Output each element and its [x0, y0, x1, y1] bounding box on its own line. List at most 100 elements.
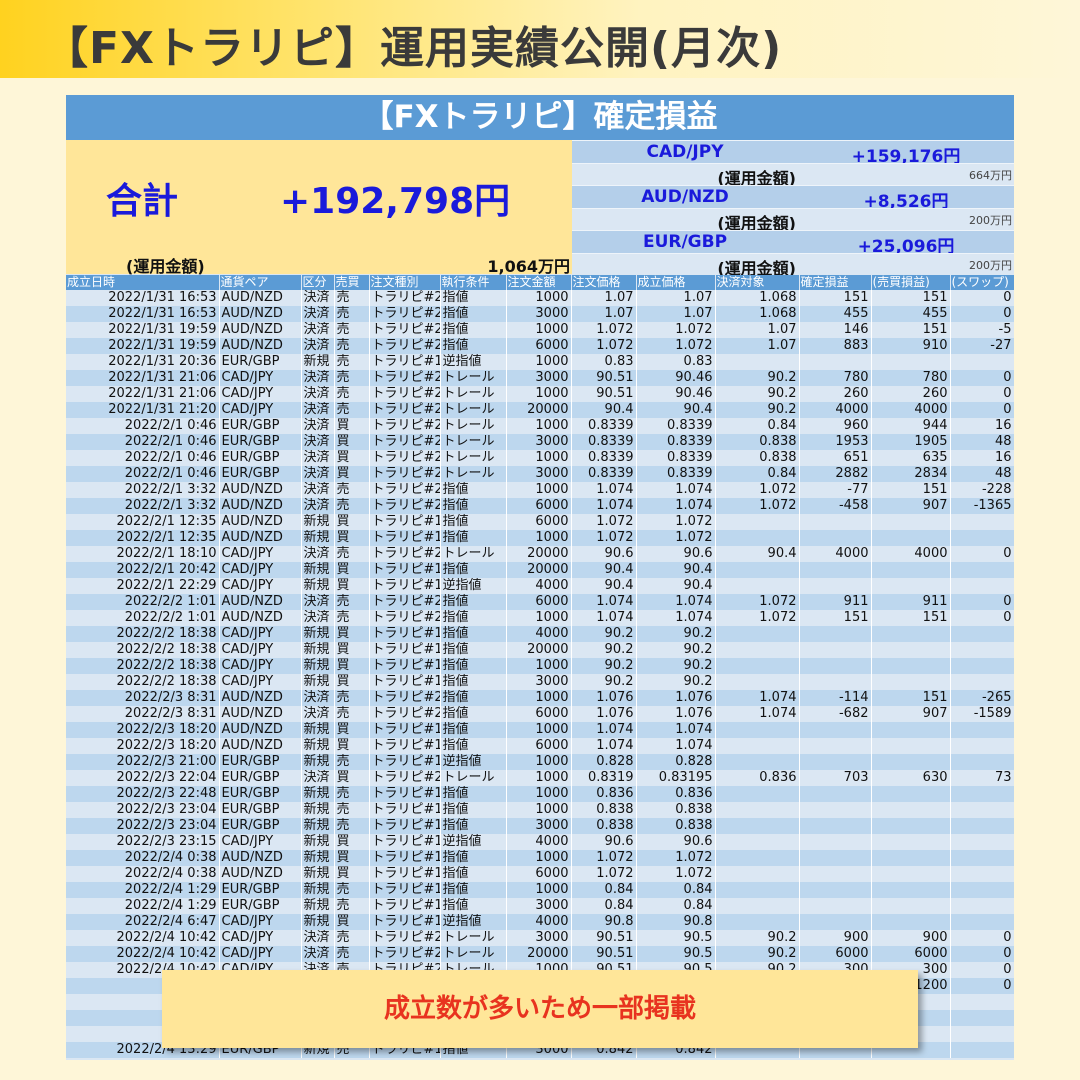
- table-cell: -1365: [950, 498, 1014, 514]
- table-cell: 決済: [301, 290, 335, 306]
- table-cell: 2022/1/31 21:06: [66, 370, 220, 386]
- table-cell: 売: [334, 818, 370, 834]
- table-cell: [950, 786, 1014, 802]
- table-cell: 指値: [440, 850, 507, 866]
- table-cell: [799, 530, 872, 546]
- table-cell: -27: [950, 338, 1014, 354]
- pair-row-eurgbp: EUR/GBP +25,096円: [572, 230, 1014, 257]
- table-cell: 0.838: [571, 802, 637, 818]
- column-header: 成立価格: [636, 275, 716, 290]
- table-cell: CAD/JPY: [219, 914, 302, 930]
- table-cell: [715, 850, 800, 866]
- table-cell: 買: [334, 626, 370, 642]
- table-cell: 決済: [301, 418, 335, 434]
- table-cell: トラリピ#2: [369, 466, 441, 482]
- table-cell: 20000: [506, 546, 572, 562]
- column-header: (売買損益): [871, 275, 951, 290]
- table-cell: トラリピ#1: [369, 562, 441, 578]
- table-cell: 指値: [440, 562, 507, 578]
- table-cell: トラリピ#2: [369, 594, 441, 610]
- table-cell: [715, 786, 800, 802]
- table-cell: トラリピ#2: [369, 418, 441, 434]
- table-cell: [871, 626, 951, 642]
- table-cell: 1000: [506, 530, 572, 546]
- table-cell: 決済: [301, 466, 335, 482]
- table-cell: 指値: [440, 530, 507, 546]
- table-cell: -228: [950, 482, 1014, 498]
- table-cell: 2022/2/3 8:31: [66, 706, 220, 722]
- table-cell: AUD/NZD: [219, 306, 302, 322]
- table-cell: 新規: [301, 626, 335, 642]
- table-cell: [871, 850, 951, 866]
- table-cell: -265: [950, 690, 1014, 706]
- table-cell: 0.838: [715, 450, 800, 466]
- table-cell: [715, 658, 800, 674]
- table-cell: 3000: [506, 674, 572, 690]
- table-cell: 買: [334, 770, 370, 786]
- table-cell: AUD/NZD: [219, 866, 302, 882]
- table-cell: 0: [950, 962, 1014, 978]
- table-cell: 売: [334, 322, 370, 338]
- table-cell: CAD/JPY: [219, 626, 302, 642]
- table-cell: トレール: [440, 418, 507, 434]
- table-cell: 1000: [506, 386, 572, 402]
- table-cell: [715, 914, 800, 930]
- table-cell: 1.07: [571, 306, 637, 322]
- table-cell: 0: [950, 402, 1014, 418]
- table-cell: 0.8319: [571, 770, 637, 786]
- spreadsheet: 【FXトラリピ】確定損益 合計 +192,798円 (運用金額) 1,064万円…: [66, 95, 1014, 1060]
- table-cell: 売: [334, 498, 370, 514]
- table-cell: 90.6: [636, 834, 716, 850]
- table-cell: 1.072: [571, 514, 637, 530]
- table-cell: 90.8: [636, 914, 716, 930]
- table-cell: 2022/2/3 8:31: [66, 690, 220, 706]
- table-cell: 0.83195: [636, 770, 716, 786]
- table-cell: 指値: [440, 322, 507, 338]
- table-row: 2022/2/2 18:38 CAD/JPY 新規買トラリピ#1 指値 3000 90.2…: [66, 674, 1014, 690]
- table-cell: 決済: [301, 546, 335, 562]
- table-cell: 2022/2/1 3:32: [66, 498, 220, 514]
- table-cell: 944: [871, 418, 951, 434]
- table-cell: 売: [334, 594, 370, 610]
- table-cell: [950, 754, 1014, 770]
- table-cell: トラリピ#2: [369, 610, 441, 626]
- table-cell: 売: [334, 690, 370, 706]
- table-cell: 新規: [301, 738, 335, 754]
- table-cell: 1.074: [571, 594, 637, 610]
- table-cell: [799, 818, 872, 834]
- table-cell: [715, 354, 800, 370]
- table-cell: 4000: [506, 914, 572, 930]
- table-cell: 16: [950, 450, 1014, 466]
- table-cell: [950, 802, 1014, 818]
- table-cell: [799, 850, 872, 866]
- table-cell: CAD/JPY: [219, 562, 302, 578]
- table-cell: 1.072: [636, 530, 716, 546]
- table-row: 2022/1/31 19:59 AUD/NZD 決済売トラリピ#2 指値 6000 1.0…: [66, 338, 1014, 354]
- table-cell: 2022/2/1 12:35: [66, 530, 220, 546]
- table-cell: 指値: [440, 866, 507, 882]
- table-cell: [871, 514, 951, 530]
- table-cell: 0.8339: [571, 450, 637, 466]
- table-cell: EUR/GBP: [219, 818, 302, 834]
- table-cell: [715, 866, 800, 882]
- total-value: +192,798円: [280, 181, 511, 222]
- table-cell: 2022/2/1 0:46: [66, 418, 220, 434]
- table-cell: CAD/JPY: [219, 386, 302, 402]
- table-cell: 0: [950, 946, 1014, 962]
- table-cell: 2834: [871, 466, 951, 482]
- table-cell: 48: [950, 466, 1014, 482]
- table-cell: -458: [799, 498, 872, 514]
- table-cell: 0.8339: [571, 466, 637, 482]
- table-row: 2022/1/31 16:53 AUD/NZD 決済売トラリピ#2 指値 3000 1.0…: [66, 306, 1014, 322]
- table-cell: 1000: [506, 754, 572, 770]
- table-cell: 買: [334, 642, 370, 658]
- table-cell: 1000: [506, 354, 572, 370]
- table-cell: 0.84: [571, 882, 637, 898]
- table-cell: 決済: [301, 770, 335, 786]
- table-cell: 1.07: [571, 290, 637, 306]
- pair-capital-label: (運用金額): [717, 169, 796, 188]
- table-cell: 2022/2/2 18:38: [66, 626, 220, 642]
- total-capital-row: (運用金額) 1,064万円: [66, 252, 572, 276]
- table-cell: 決済: [301, 386, 335, 402]
- table-cell: トラリピ#2: [369, 434, 441, 450]
